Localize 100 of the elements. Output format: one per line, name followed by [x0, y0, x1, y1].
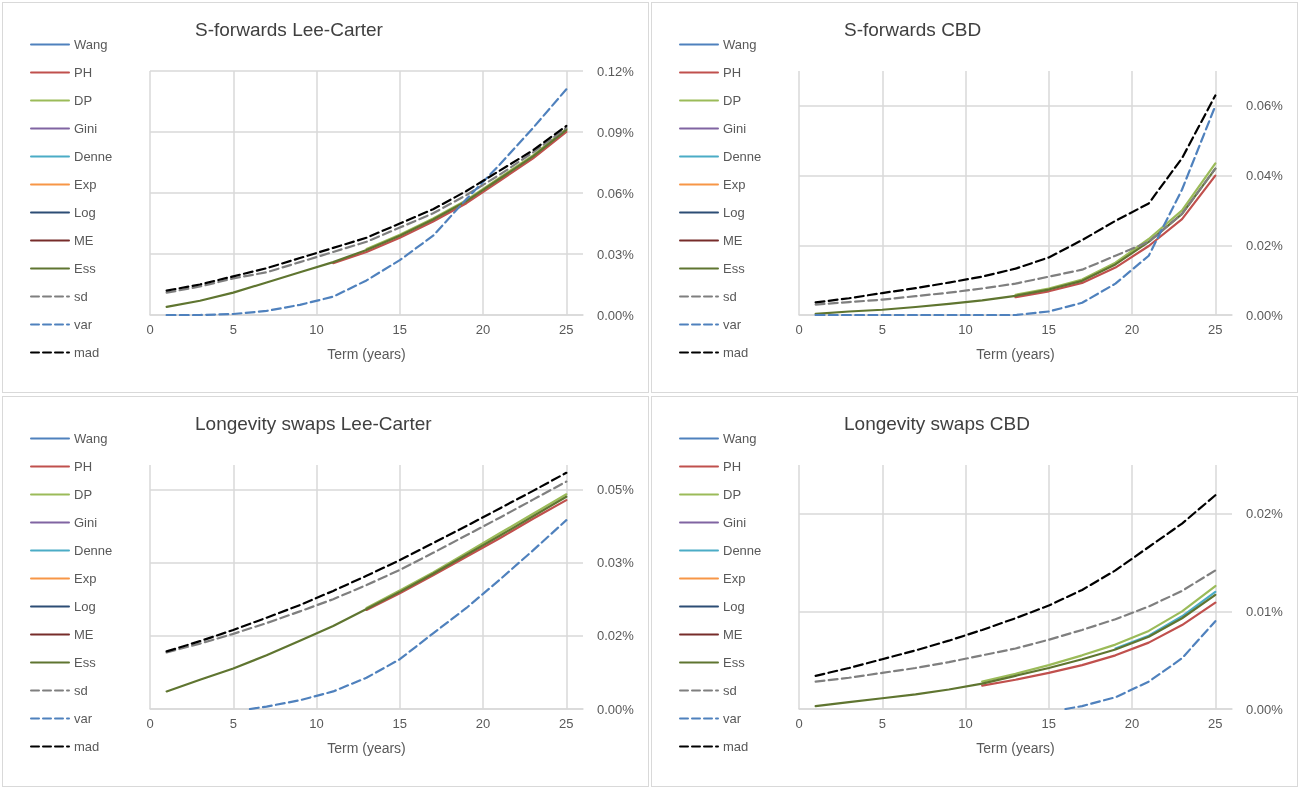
y-tick-label: 0.03%: [597, 246, 635, 262]
x-tick-label: 15: [392, 716, 408, 731]
legend-label: ME: [723, 627, 743, 642]
line-series: [165, 495, 568, 693]
legend-label: Log: [723, 599, 745, 614]
y-tick-label: 0.02%: [1246, 506, 1284, 522]
y-tick-label: 0.00%: [1246, 701, 1284, 717]
legend-label: Ess: [74, 261, 97, 276]
legend-label: mad: [723, 345, 749, 360]
legend-label: Ess: [723, 655, 746, 670]
legend-label: Log: [74, 205, 96, 220]
x-tick-label: 25: [559, 322, 574, 337]
line-series: [248, 519, 568, 711]
legend-label: sd: [74, 683, 88, 698]
line-series: [332, 130, 568, 265]
legend-label: Exp: [723, 571, 746, 586]
legend-label: DP: [74, 487, 93, 502]
line-series: [981, 601, 1217, 687]
line-series: [981, 584, 1217, 683]
x-axis-title: Term (years): [327, 740, 406, 756]
y-tick-label: 0.00%: [597, 307, 635, 323]
legend-label: Gini: [74, 515, 98, 530]
legend-label: Exp: [74, 177, 97, 192]
chart-title: S-forwards Lee-Carter: [195, 19, 384, 40]
x-axis-title: Term (years): [976, 740, 1055, 756]
x-tick-label: 15: [392, 322, 408, 337]
y-tick-label: 0.12%: [597, 63, 635, 79]
y-tick-label: 0.09%: [597, 124, 635, 140]
chart-title: Longevity swaps CBD: [844, 413, 1030, 434]
y-tick-label: 0.02%: [1246, 237, 1284, 253]
x-tick-label: 0: [146, 322, 154, 337]
x-axis-title: Term (years): [327, 346, 406, 362]
x-tick-label: 0: [146, 716, 154, 731]
legend-label: DP: [74, 93, 93, 108]
legend-label: ME: [723, 233, 743, 248]
x-tick-label: 20: [475, 322, 491, 337]
legend-label: Ess: [723, 261, 746, 276]
legend-label: ME: [74, 233, 94, 248]
y-tick-label: 0.06%: [597, 185, 635, 201]
legend-label: PH: [723, 459, 742, 474]
x-axis-title: Term (years): [976, 346, 1055, 362]
legend-label: Wang: [74, 37, 108, 52]
legend-label: DP: [723, 93, 742, 108]
legend-label: Ess: [74, 655, 97, 670]
legend-label: var: [74, 711, 93, 726]
line-series: [165, 88, 568, 317]
legend-label: mad: [74, 739, 100, 754]
x-tick-label: 10: [958, 322, 973, 337]
x-tick-label: 20: [1124, 716, 1140, 731]
line-series: [814, 569, 1217, 683]
x-tick-label: 10: [309, 716, 324, 731]
y-tick-label: 0.01%: [1246, 603, 1284, 619]
legend-label: PH: [723, 65, 742, 80]
x-tick-label: 5: [229, 322, 237, 337]
x-tick-label: 10: [309, 322, 324, 337]
y-tick-label: 0.04%: [1246, 168, 1284, 184]
x-tick-label: 15: [1041, 716, 1057, 731]
x-tick-label: 25: [1208, 716, 1223, 731]
x-tick-label: 0: [795, 322, 803, 337]
legend-label: Exp: [74, 571, 97, 586]
legend-label: ME: [74, 627, 94, 642]
legend-label: Denne: [723, 543, 762, 558]
line-series: [1114, 590, 1217, 650]
x-tick-label: 5: [878, 322, 886, 337]
legend-label: sd: [74, 289, 88, 304]
y-tick-label: 0.06%: [1246, 98, 1284, 114]
y-tick-label: 0.02%: [597, 628, 635, 644]
legend-label: Log: [723, 205, 745, 220]
legend-label: var: [723, 711, 742, 726]
x-tick-label: 5: [229, 716, 237, 731]
legend-label: Wang: [723, 37, 757, 52]
legend-label: Wang: [723, 431, 757, 446]
x-tick-label: 10: [958, 716, 973, 731]
x-tick-label: 5: [878, 716, 886, 731]
legend-label: Denne: [74, 149, 113, 164]
line-series: [814, 494, 1217, 677]
legend-label: var: [723, 317, 742, 332]
legend-label: PH: [74, 459, 93, 474]
chart-title: S-forwards CBD: [844, 19, 982, 40]
legend-label: mad: [723, 739, 749, 754]
legend-label: Exp: [723, 177, 746, 192]
legend-label: Denne: [723, 149, 762, 164]
legend-label: mad: [74, 345, 100, 360]
legend-label: Log: [74, 599, 96, 614]
x-tick-label: 20: [1124, 322, 1140, 337]
y-tick-label: 0.00%: [597, 701, 635, 717]
line-series: [1064, 620, 1217, 711]
legend-label: Gini: [723, 121, 747, 136]
legend-label: Gini: [723, 515, 747, 530]
line-series: [814, 593, 1217, 708]
x-tick-label: 15: [1041, 322, 1057, 337]
x-tick-label: 25: [1208, 322, 1223, 337]
x-tick-label: 20: [475, 716, 491, 731]
legend-label: PH: [74, 65, 93, 80]
y-tick-label: 0.05%: [597, 481, 635, 497]
legend-label: Gini: [74, 121, 98, 136]
x-tick-label: 25: [559, 716, 574, 731]
legend-label: sd: [723, 683, 737, 698]
y-tick-label: 0.00%: [1246, 307, 1284, 323]
legend-label: Denne: [74, 543, 113, 558]
